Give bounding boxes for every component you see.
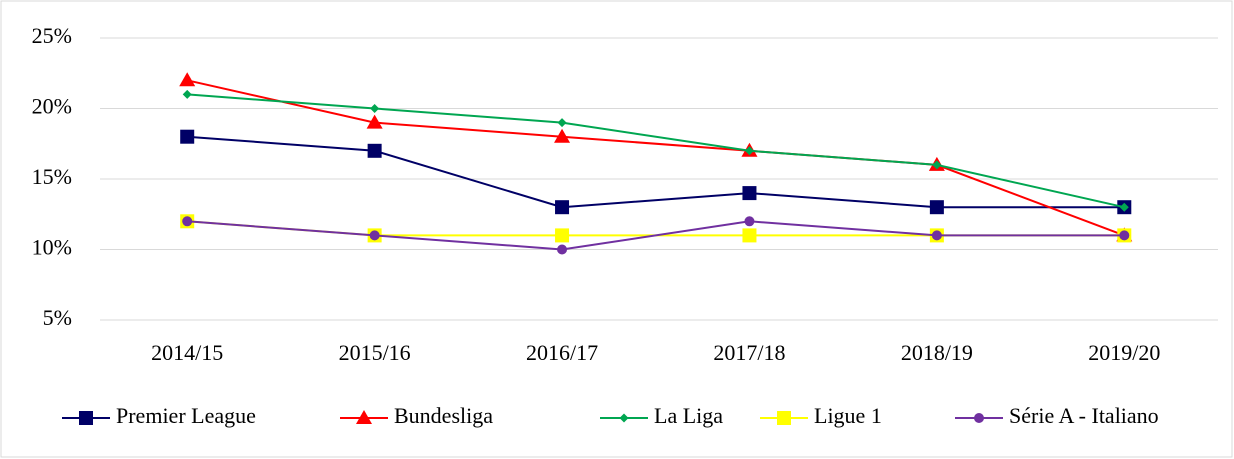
legend-label: La Liga [654, 403, 723, 428]
data-point [932, 160, 942, 170]
series-line [187, 93, 1125, 209]
data-point [557, 244, 568, 255]
legend-marker [777, 411, 791, 425]
data-point [555, 228, 570, 243]
data-point [1119, 202, 1129, 212]
data-point [742, 186, 757, 201]
data-point [180, 129, 195, 144]
data-point [744, 146, 754, 156]
legend-label: Premier League [116, 403, 256, 428]
data-point [742, 228, 757, 243]
series-line [187, 135, 1125, 209]
data-point [554, 128, 571, 143]
legend-label: Bundesliga [394, 403, 493, 428]
data-point [182, 89, 192, 99]
y-tick-label: 25% [32, 23, 72, 48]
x-tick-label: 2016/17 [526, 340, 598, 365]
data-point [555, 200, 570, 215]
x-tick-label: 2017/18 [713, 340, 785, 365]
legend-marker [356, 410, 372, 424]
data-point [182, 216, 193, 227]
data-point [369, 230, 380, 241]
legend-marker [619, 413, 629, 423]
data-point [367, 143, 382, 158]
y-tick-label: 20% [32, 94, 72, 119]
data-point [366, 114, 383, 129]
data-point [744, 216, 755, 227]
legend-marker [974, 413, 984, 423]
legend-label: Ligue 1 [814, 403, 882, 428]
y-tick-label: 5% [43, 305, 72, 330]
data-point [179, 72, 196, 87]
y-tick-label: 15% [32, 164, 72, 189]
data-point [1119, 230, 1130, 241]
y-tick-label: 10% [32, 235, 72, 260]
data-point [929, 200, 944, 215]
x-tick-label: 2019/20 [1088, 340, 1160, 365]
x-tick-label: 2018/19 [901, 340, 973, 365]
legend-marker [79, 411, 93, 425]
data-point [370, 104, 380, 113]
series-line [186, 79, 1125, 237]
data-point [931, 230, 942, 241]
x-tick-label: 2014/15 [151, 340, 223, 365]
x-tick-label: 2015/16 [339, 340, 411, 365]
legend-label: Série A - Italiano [1009, 403, 1159, 428]
data-point [557, 118, 567, 128]
series-line [187, 220, 1125, 251]
